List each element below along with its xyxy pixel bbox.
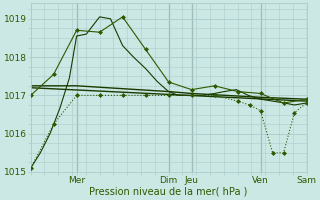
- X-axis label: Pression niveau de la mer( hPa ): Pression niveau de la mer( hPa ): [89, 187, 248, 197]
